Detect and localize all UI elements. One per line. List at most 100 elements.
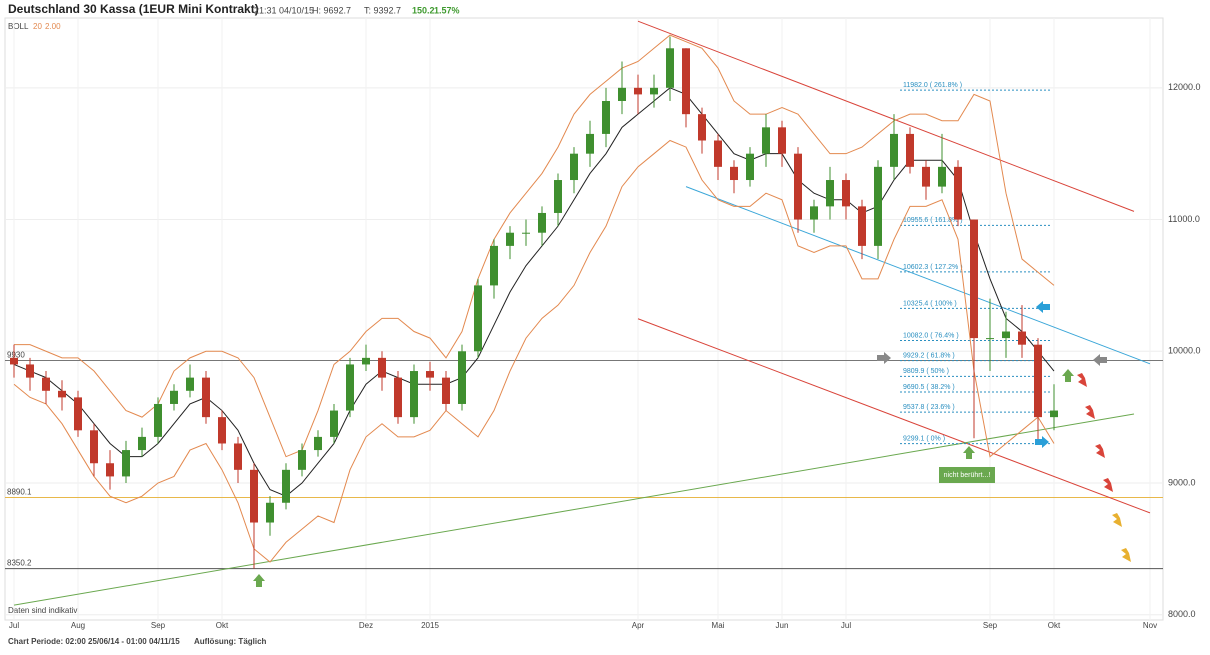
candle-body [554, 180, 562, 213]
x-tick-label: Mai [712, 621, 725, 630]
x-tick-label: Okt [216, 621, 229, 630]
candle-body [1018, 331, 1026, 345]
y-tick-label: 9000.0 [1168, 477, 1196, 487]
candle-body [298, 450, 306, 470]
x-tick-label: Nov [1143, 621, 1157, 630]
header-change: 150.2 [412, 5, 435, 15]
fib-label: 9929.2 ( 61.8% ) [903, 352, 955, 359]
candle-body [874, 166, 882, 246]
x-tick-label: Okt [1048, 621, 1061, 630]
candle-body [778, 127, 786, 154]
arrow [1062, 369, 1074, 382]
arrow [1095, 444, 1105, 458]
candle-body [122, 450, 130, 477]
x-tick-label: Dez [359, 621, 373, 630]
candle-body [954, 166, 962, 220]
candle-body [170, 390, 178, 404]
candle-body [810, 206, 818, 220]
candle-body [58, 390, 66, 398]
candle-body [266, 502, 274, 523]
level-label: 9930 [7, 351, 25, 360]
candle-body [490, 245, 498, 286]
legend-deviation: 2.00 [45, 22, 61, 31]
arrow [1036, 301, 1050, 313]
candle-body [74, 397, 82, 431]
candle-body [186, 377, 194, 391]
trend-line [637, 20, 1135, 212]
candle-body [378, 357, 386, 378]
candle-body [634, 87, 642, 95]
candle-body [858, 206, 866, 246]
arrow [1112, 513, 1122, 527]
arrow [877, 352, 891, 364]
candle-body [250, 469, 258, 523]
candle-body [362, 357, 370, 365]
x-tick-label: Jun [776, 621, 789, 630]
arrow [1093, 354, 1107, 366]
level-label: 8350.2 [7, 559, 32, 568]
header-change-pct: 1.57% [434, 5, 460, 15]
fib-label: 10082.0 ( 76.4% ) [903, 332, 959, 339]
candle-body [938, 166, 946, 187]
arrow [963, 446, 975, 459]
candle-body [458, 351, 466, 404]
arrow [1103, 478, 1113, 492]
header-low: T: 9392.7 [364, 5, 401, 15]
x-tick-label: Jul [9, 621, 19, 630]
footer-period: Chart Periode: 02:00 25/06/14 - 01:00 04… [8, 637, 180, 646]
candle-body [762, 127, 770, 154]
candle-body [522, 232, 530, 234]
candle-body [906, 133, 914, 167]
candle-body [746, 153, 754, 181]
fib-label: 9690.5 ( 38.2% ) [903, 384, 955, 391]
fib-label: 10955.6 ( 161.8% ) [903, 217, 963, 224]
candle-body [234, 443, 242, 470]
candle-body [474, 285, 482, 352]
fib-label: 9299.1 ( 0% ) [903, 435, 945, 442]
candle-body [922, 166, 930, 187]
candle-body [442, 377, 450, 404]
candle-body [1002, 331, 1010, 339]
bollinger-upper [14, 34, 1055, 458]
header-high: H: 9692.7 [312, 5, 351, 15]
candle-body [650, 87, 658, 95]
arrow [1035, 436, 1049, 448]
legend-period: 20 [33, 22, 42, 31]
plot-frame [4, 17, 1164, 621]
candle-body [602, 100, 610, 134]
candle-body [282, 469, 290, 503]
candle-body [426, 371, 434, 378]
arrow [1121, 548, 1131, 562]
candle-body [154, 403, 162, 437]
candle-body [970, 219, 978, 339]
trend-line [13, 413, 1135, 606]
bollinger-lower [13, 139, 1055, 563]
candle-body [346, 364, 354, 411]
fib-label: 10602.3 ( 127.2% ) [903, 264, 963, 271]
annotation-box [939, 467, 995, 483]
arrow [1077, 373, 1087, 387]
candle-body [314, 436, 322, 451]
candle-body [570, 153, 578, 181]
candle-body [42, 377, 50, 391]
candle-body [538, 212, 546, 233]
candle-body [826, 180, 834, 207]
candle-body [90, 430, 98, 464]
candle-body [794, 153, 802, 220]
level-label: 8890.1 [7, 488, 32, 497]
candle-body [1050, 410, 1058, 418]
candle-body [890, 133, 898, 167]
candle-body [410, 371, 418, 418]
x-tick-label: Apr [632, 621, 645, 630]
candle-body [106, 463, 114, 477]
candle-body [138, 436, 146, 451]
x-tick-label: Sep [983, 621, 998, 630]
x-tick-label: Aug [71, 621, 85, 630]
candle-body [986, 338, 994, 340]
fib-label: 9537.8 ( 23.6% ) [903, 404, 955, 411]
fib-label: 9809.9 ( 50% ) [903, 368, 949, 375]
x-tick-label: Jul [841, 621, 851, 630]
fib-label: 11982.0 ( 261.8% ) [903, 82, 962, 89]
candle-body [218, 417, 226, 444]
